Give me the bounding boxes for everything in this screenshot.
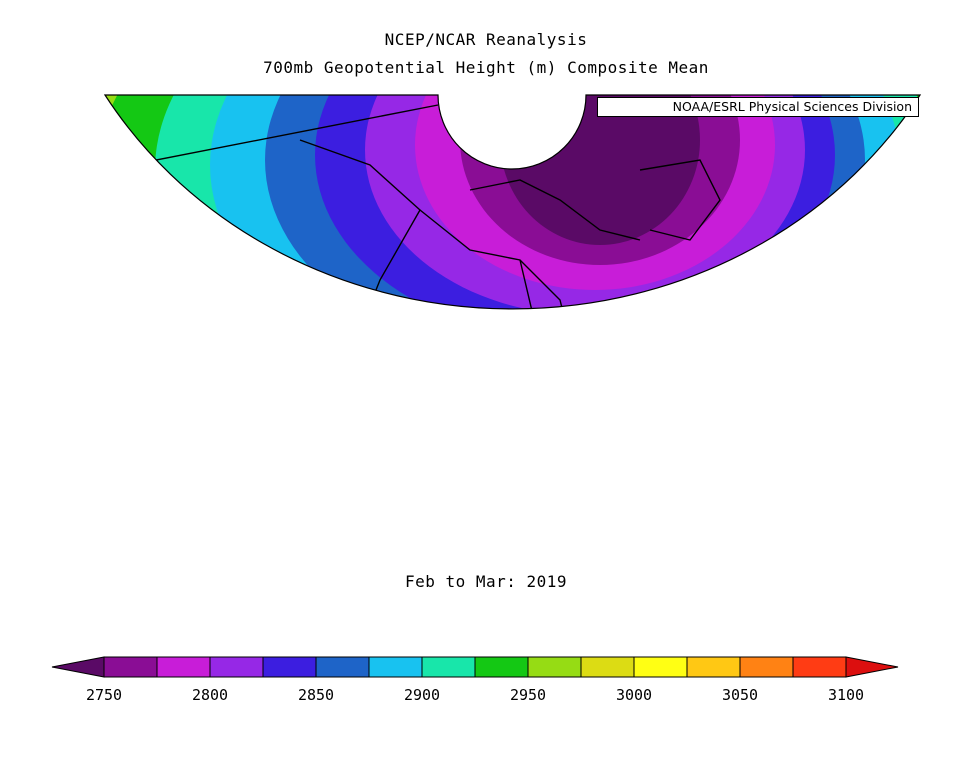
colorbar-box (103, 656, 158, 678)
colorbar-max-arrow (845, 656, 899, 678)
colorbar-tick-label: 2800 (191, 686, 229, 704)
colorbar-box (421, 656, 476, 678)
colorbar-box (315, 656, 370, 678)
colorbar-box (368, 656, 423, 678)
colorbar-box (209, 656, 264, 678)
colorbar-tick-label: 3050 (721, 686, 759, 704)
chart-title: NCEP/NCAR Reanalysis (384, 30, 588, 49)
field-2750 (500, 95, 700, 245)
colorbar-tick-label: 2850 (297, 686, 335, 704)
map-frame (103, 94, 922, 310)
colorbar-min-arrow (51, 656, 105, 678)
colorbar-box (474, 656, 529, 678)
colorbar-box (686, 656, 741, 678)
colorbar-tick-label: 3100 (827, 686, 865, 704)
colorbar-tick-label: 2900 (403, 686, 441, 704)
colorbar-tick-label: 2950 (509, 686, 547, 704)
chart-subtitle: 700mb Geopotential Height (m) Composite … (263, 58, 709, 77)
colorbar-box (633, 656, 688, 678)
colorbar-tick-label: 2750 (85, 686, 123, 704)
colorbar-box (792, 656, 847, 678)
colorbar-box (739, 656, 794, 678)
credit-label: NOAA/ESRL Physical Sciences Division (597, 97, 919, 117)
colorbar-box (156, 656, 211, 678)
colorbar-box (580, 656, 635, 678)
colorbar-box (527, 656, 582, 678)
colorbar-box (262, 656, 317, 678)
colorbar-tick-label: 3000 (615, 686, 653, 704)
time-period-label: Feb to Mar: 2019 (404, 572, 568, 591)
